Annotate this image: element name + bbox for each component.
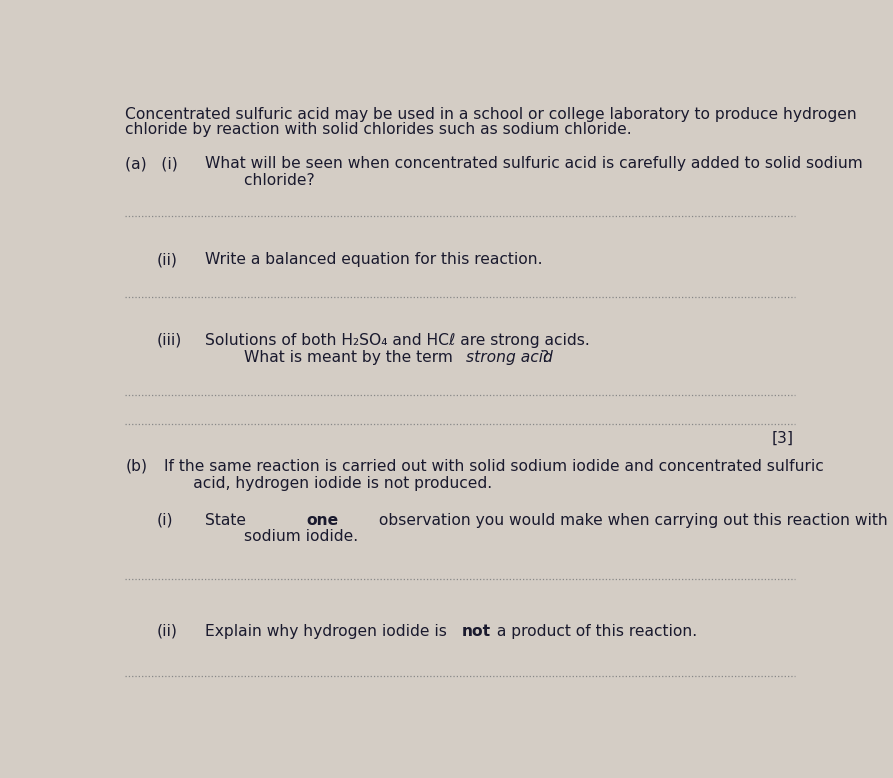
Text: [3]: [3] bbox=[772, 431, 793, 447]
Text: chloride?: chloride? bbox=[205, 173, 315, 188]
Text: If the same reaction is carried out with solid sodium iodide and concentrated su: If the same reaction is carried out with… bbox=[163, 459, 823, 474]
Text: State: State bbox=[205, 513, 251, 527]
Text: (a)   (i): (a) (i) bbox=[125, 156, 179, 171]
Text: What will be seen when concentrated sulfuric acid is carefully added to solid so: What will be seen when concentrated sulf… bbox=[205, 156, 863, 171]
Text: Solutions of both H₂SO₄ and HCℓ are strong acids.: Solutions of both H₂SO₄ and HCℓ are stro… bbox=[205, 333, 589, 348]
Text: (ii): (ii) bbox=[156, 623, 178, 639]
Text: a product of this reaction.: a product of this reaction. bbox=[492, 623, 697, 639]
Text: (b): (b) bbox=[125, 459, 147, 474]
Text: (iii): (iii) bbox=[156, 333, 182, 348]
Text: Concentrated sulfuric acid may be used in a school or college laboratory to prod: Concentrated sulfuric acid may be used i… bbox=[125, 107, 857, 121]
Text: strong acid: strong acid bbox=[466, 350, 554, 365]
Text: ?: ? bbox=[540, 350, 548, 365]
Text: one: one bbox=[306, 513, 338, 527]
Text: chloride by reaction with solid chlorides such as sodium chloride.: chloride by reaction with solid chloride… bbox=[125, 122, 632, 137]
Text: observation you would make when carrying out this reaction with solid: observation you would make when carrying… bbox=[374, 513, 893, 527]
Text: (i): (i) bbox=[156, 513, 173, 527]
Text: What is meant by the term: What is meant by the term bbox=[205, 350, 458, 365]
Text: acid, hydrogen iodide is not produced.: acid, hydrogen iodide is not produced. bbox=[163, 475, 492, 491]
Text: Write a balanced equation for this reaction.: Write a balanced equation for this react… bbox=[205, 252, 543, 267]
Text: (ii): (ii) bbox=[156, 252, 178, 267]
Text: not: not bbox=[462, 623, 491, 639]
Text: sodium iodide.: sodium iodide. bbox=[205, 530, 358, 545]
Text: Explain why hydrogen iodide is: Explain why hydrogen iodide is bbox=[205, 623, 452, 639]
